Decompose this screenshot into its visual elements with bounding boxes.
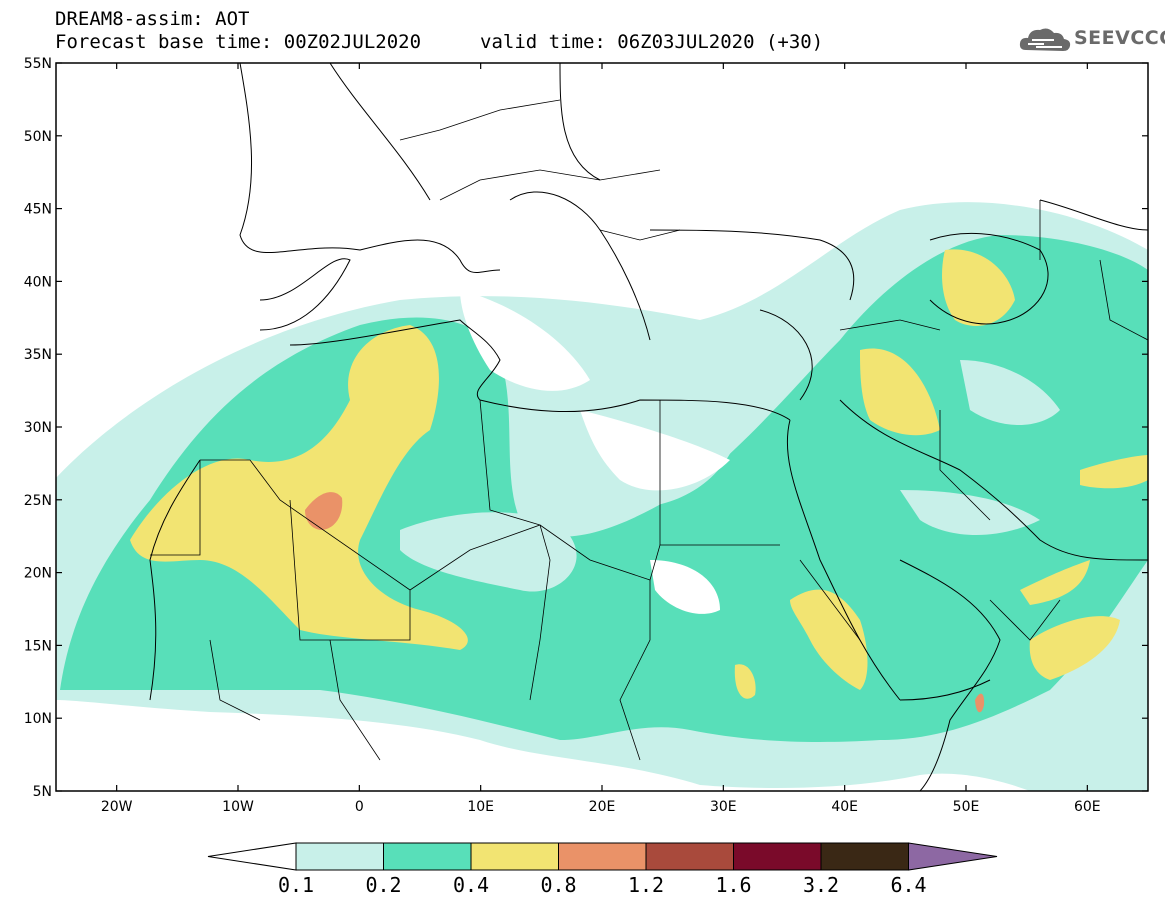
lat-label: 30N [24, 420, 52, 436]
lat-label: 50N [24, 129, 52, 145]
aot-field [56, 202, 1148, 791]
lat-label: 15N [24, 638, 52, 654]
lat-label: 55N [24, 56, 52, 72]
country-borders [150, 99, 1148, 761]
aot-band-0.8 [305, 492, 343, 530]
lat-axis: 55N 50N 45N 40N 35N 30N 25N 20N 15N 10N 5N [24, 56, 1148, 800]
colorbar-label: 1.6 [715, 873, 751, 897]
lon-label: 20E [589, 799, 616, 815]
lon-label: 10E [467, 799, 494, 815]
lon-label: 30E [710, 799, 737, 815]
colorbar-segment [470, 842, 559, 871]
lon-label: 10W [222, 799, 254, 815]
lon-label: 60E [1074, 799, 1101, 815]
seevccc-logo: SEEVCCC [1018, 24, 1165, 56]
colorbar-segment [820, 842, 909, 871]
colorbar-segment [733, 842, 822, 871]
forecast-base-time: Forecast base time: 00Z02JUL2020 [55, 31, 422, 53]
lon-axis: 20W 10W 0 10E 20E 30E 40E 50E 60E [101, 63, 1101, 815]
colorbar: 0.1 0.2 0.4 0.8 1.2 1.6 3.2 6.4 [207, 842, 998, 897]
colorbar-segment [383, 842, 472, 871]
lon-label: 0 [355, 799, 364, 815]
colorbar-label: 3.2 [803, 873, 839, 897]
colorbar-label: 1.2 [628, 873, 664, 897]
aot-band-0.4 [130, 325, 468, 650]
lat-label: 5N [33, 784, 52, 800]
colorbar-left-arrow [207, 842, 297, 871]
lat-label: 20N [24, 566, 52, 582]
colorbar-label: 0.8 [540, 873, 576, 897]
lon-label: 40E [831, 799, 858, 815]
lon-label: 20W [101, 799, 133, 815]
valid-time: valid time: 06Z03JUL2020 (+30) [480, 31, 824, 53]
lat-label: 10N [24, 711, 52, 727]
chart-title: DREAM8-assim: AOT [55, 8, 250, 30]
lat-label: 40N [24, 274, 52, 290]
lat-label: 35N [24, 347, 52, 363]
colorbar-right-arrow [908, 842, 998, 871]
lon-label: 50E [953, 799, 980, 815]
logo-text: SEEVCCC [1074, 27, 1165, 49]
colorbar-segment [295, 842, 384, 871]
colorbar-label: 0.1 [278, 873, 314, 897]
cloud-icon [1019, 28, 1071, 51]
colorbar-label: 0.2 [365, 873, 401, 897]
colorbar-label: 6.4 [890, 873, 926, 897]
colorbar-label: 0.4 [453, 873, 489, 897]
lat-label: 45N [24, 202, 52, 218]
colorbar-segment [558, 842, 647, 871]
colorbar-segment [645, 842, 734, 871]
lat-label: 25N [24, 493, 52, 509]
